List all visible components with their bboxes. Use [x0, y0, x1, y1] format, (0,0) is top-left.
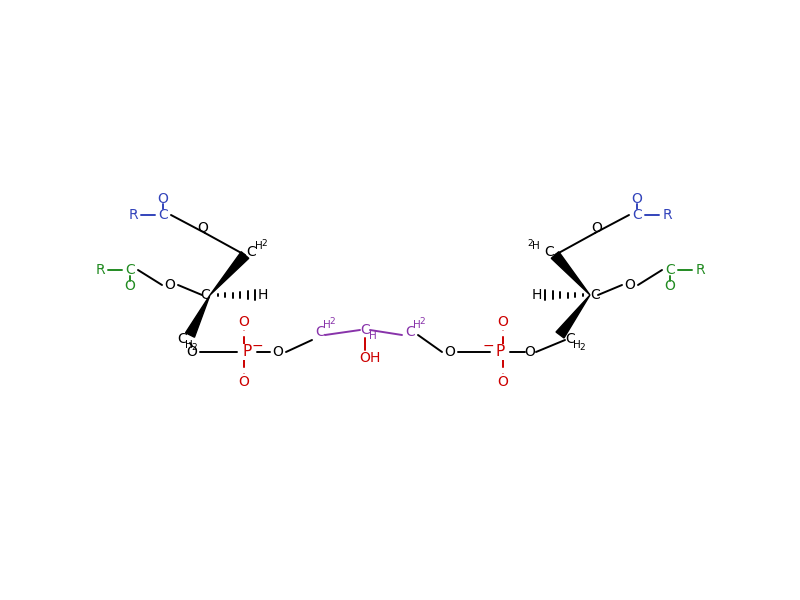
- Text: H: H: [370, 351, 380, 365]
- Text: O: O: [125, 279, 135, 293]
- Text: O: O: [625, 278, 635, 292]
- Text: C: C: [565, 332, 575, 346]
- Text: C: C: [632, 208, 642, 222]
- Text: 2: 2: [261, 238, 267, 247]
- Text: R: R: [662, 208, 672, 222]
- Text: 2: 2: [191, 343, 197, 352]
- Text: H: H: [573, 340, 581, 350]
- Polygon shape: [186, 295, 210, 337]
- Text: H: H: [532, 288, 542, 302]
- Text: C: C: [200, 288, 210, 302]
- Text: −: −: [251, 339, 263, 353]
- Text: P: P: [495, 344, 505, 359]
- Text: C: C: [544, 245, 554, 259]
- Text: R: R: [128, 208, 138, 222]
- Text: P: P: [242, 344, 252, 359]
- Text: H: H: [532, 241, 540, 251]
- Text: O: O: [359, 351, 370, 365]
- Polygon shape: [556, 295, 590, 338]
- Text: O: O: [665, 279, 675, 293]
- Text: 2: 2: [419, 317, 425, 325]
- Text: H: H: [413, 320, 421, 330]
- Text: C: C: [246, 245, 256, 259]
- Text: 2: 2: [527, 238, 533, 247]
- Text: O: O: [186, 345, 198, 359]
- Text: C: C: [125, 263, 135, 277]
- Text: O: O: [165, 278, 175, 292]
- Text: O: O: [525, 345, 535, 359]
- Text: −: −: [482, 339, 494, 353]
- Text: 2: 2: [329, 317, 335, 325]
- Text: O: O: [198, 221, 209, 235]
- Text: O: O: [445, 345, 455, 359]
- Polygon shape: [551, 252, 590, 295]
- Text: O: O: [158, 192, 169, 206]
- Text: R: R: [695, 263, 705, 277]
- Text: O: O: [591, 221, 602, 235]
- Text: C: C: [158, 208, 168, 222]
- Text: H: H: [323, 320, 331, 330]
- Text: O: O: [498, 375, 509, 389]
- Text: C: C: [177, 332, 187, 346]
- Text: R: R: [95, 263, 105, 277]
- Text: H: H: [255, 241, 263, 251]
- Text: H: H: [185, 340, 193, 350]
- Text: C: C: [315, 325, 325, 339]
- Text: C: C: [405, 325, 415, 339]
- Text: C: C: [590, 288, 600, 302]
- Text: C: C: [360, 323, 370, 337]
- Text: C: C: [665, 263, 675, 277]
- Polygon shape: [210, 252, 249, 295]
- Text: O: O: [238, 315, 250, 329]
- Text: O: O: [631, 192, 642, 206]
- Text: O: O: [238, 375, 250, 389]
- Text: H: H: [369, 331, 377, 341]
- Text: 2: 2: [579, 343, 585, 352]
- Text: H: H: [258, 288, 268, 302]
- Text: O: O: [273, 345, 283, 359]
- Text: O: O: [498, 315, 509, 329]
